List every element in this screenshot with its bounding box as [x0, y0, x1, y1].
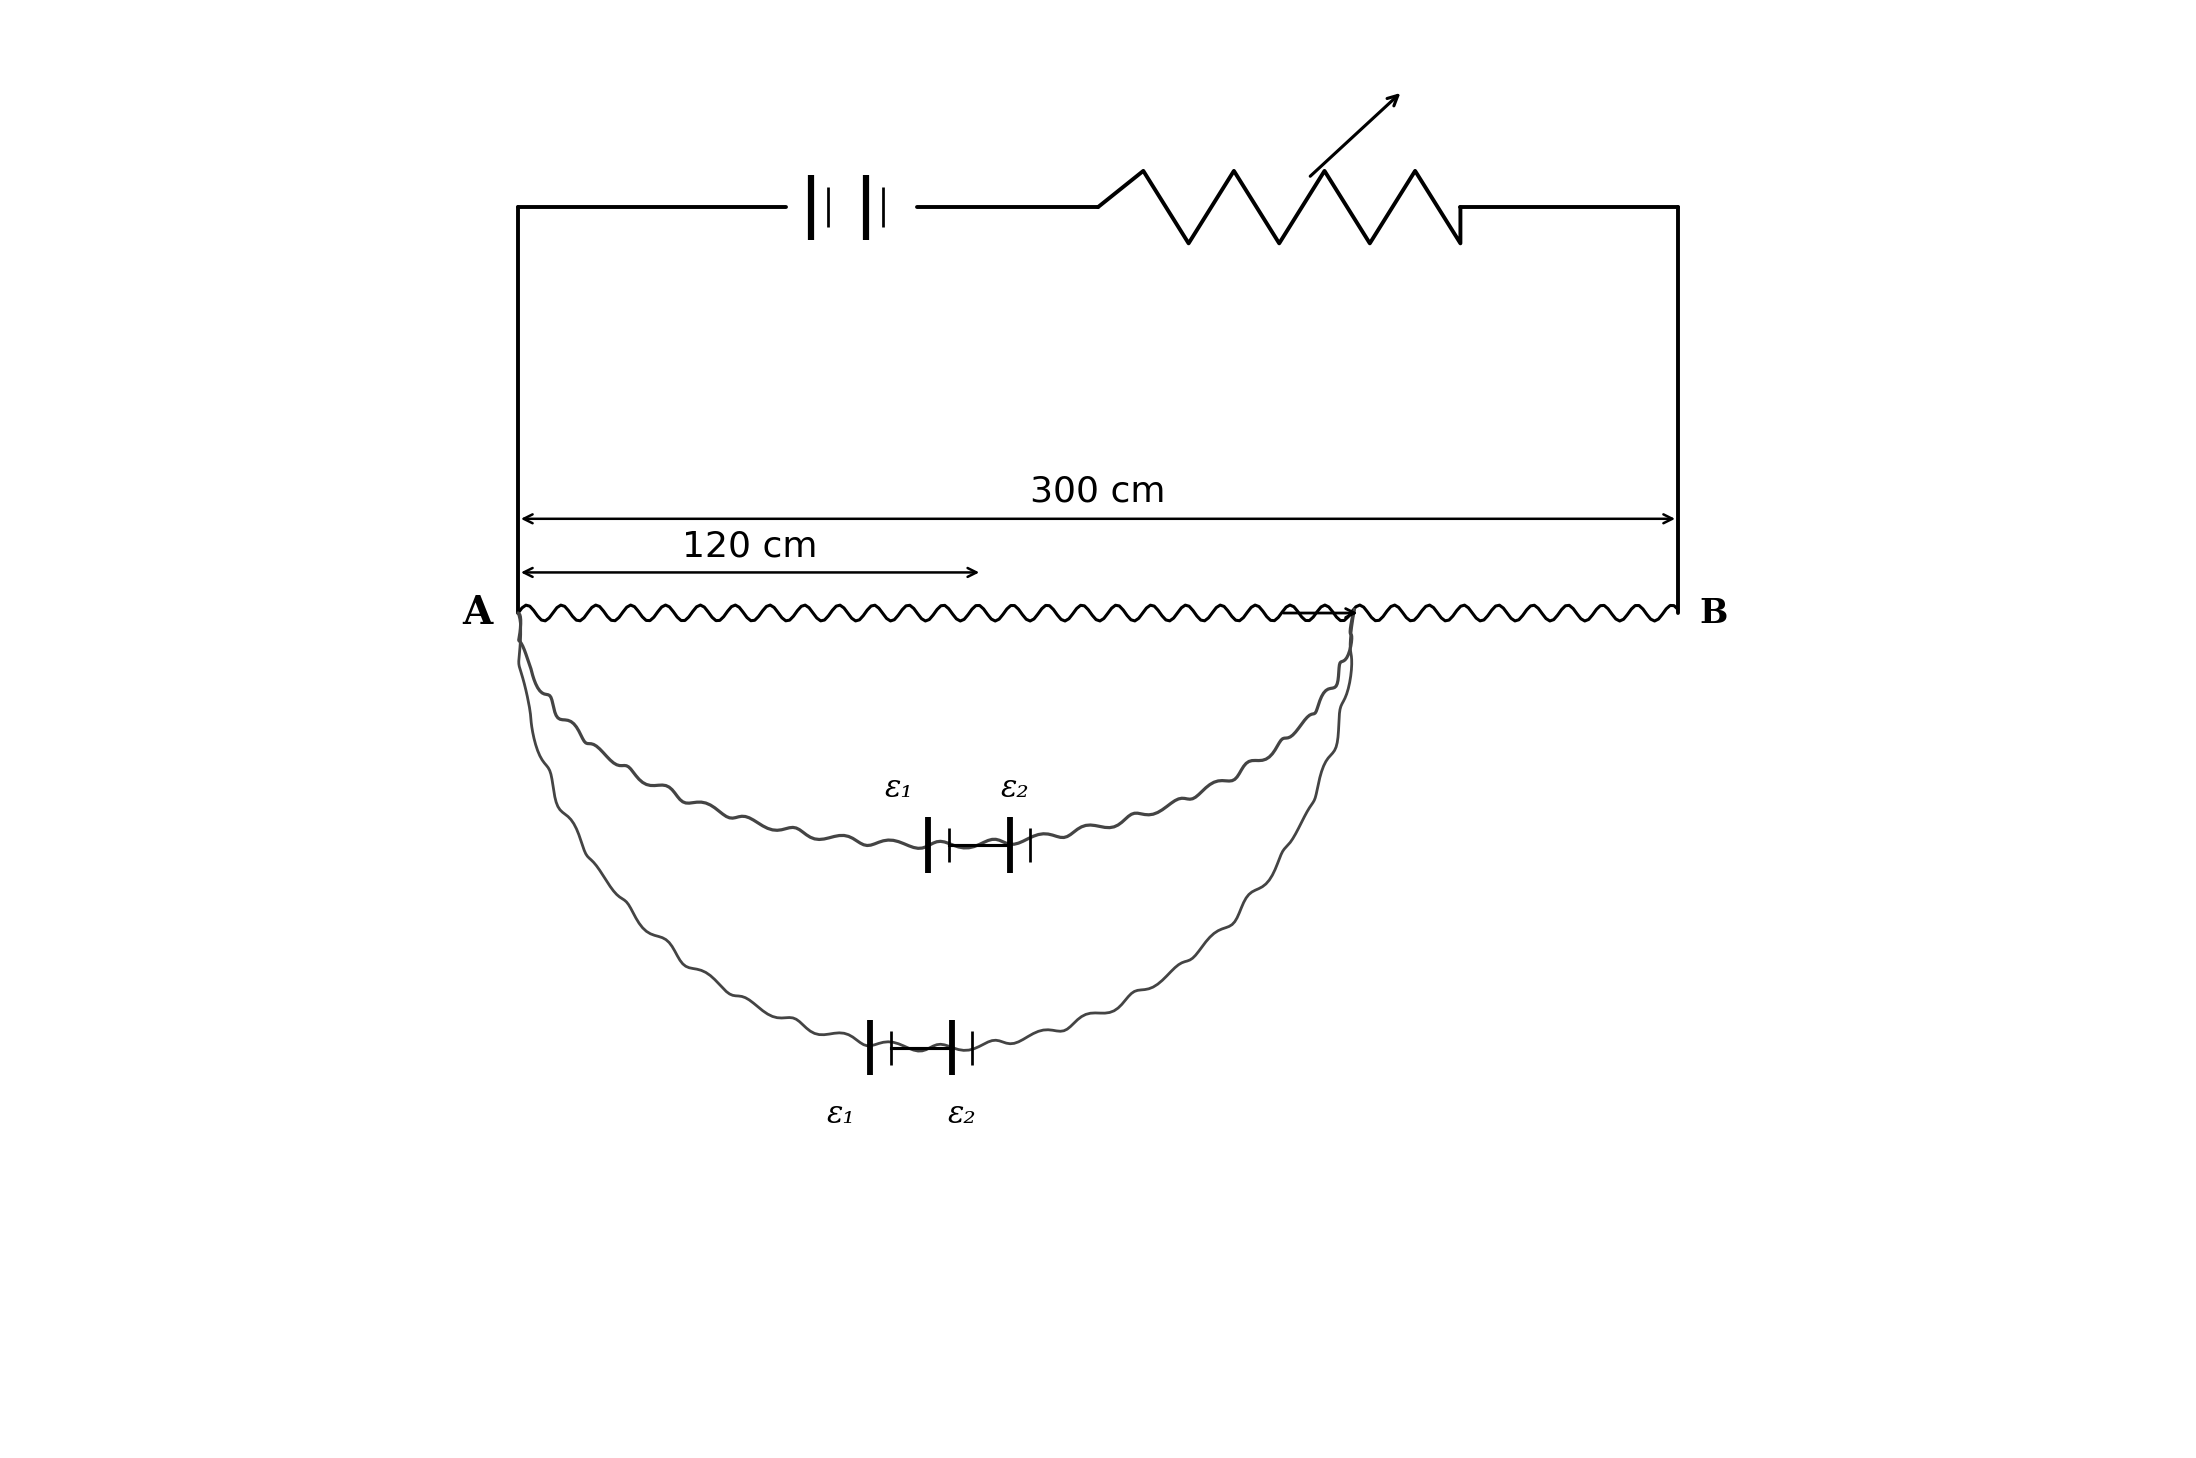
- Text: ε₂: ε₂: [1001, 773, 1030, 805]
- Text: 120 cm: 120 cm: [683, 529, 817, 564]
- Text: ε₁: ε₁: [885, 773, 914, 805]
- Text: ε₂: ε₂: [946, 1099, 975, 1130]
- Text: ε₁: ε₁: [828, 1099, 856, 1130]
- Text: A: A: [461, 593, 492, 631]
- Text: 300 cm: 300 cm: [1030, 475, 1166, 509]
- Text: B: B: [1700, 596, 1728, 630]
